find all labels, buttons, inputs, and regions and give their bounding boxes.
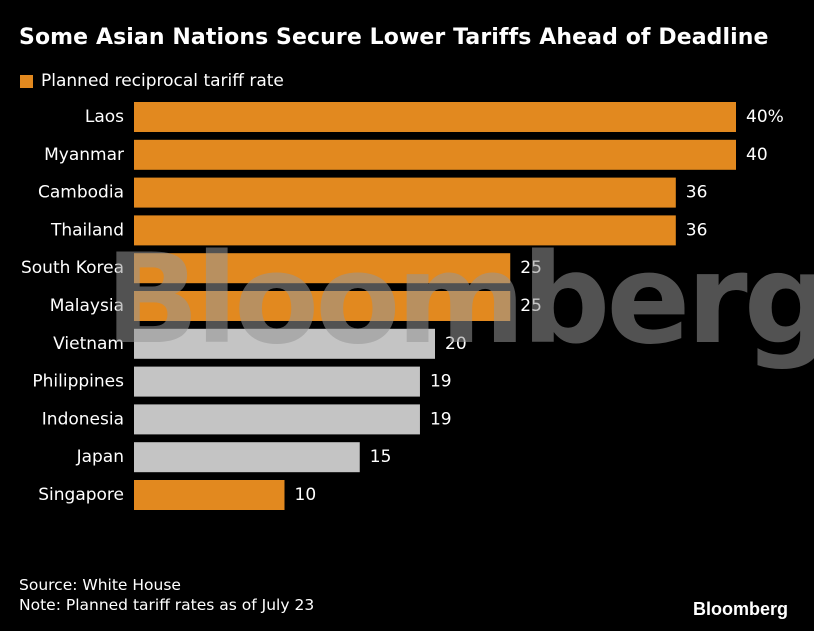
chart-footer: Source: White House Note: Planned tariff… xyxy=(19,575,314,615)
legend-swatch xyxy=(20,74,33,88)
bar-japan xyxy=(134,442,360,473)
category-label: South Korea xyxy=(21,258,124,278)
value-label: 36 xyxy=(686,220,708,240)
bar-philippines xyxy=(134,366,420,397)
legend-label: Planned reciprocal tariff rate xyxy=(41,71,284,91)
value-label: 15 xyxy=(370,447,392,467)
value-label: 25 xyxy=(520,296,542,316)
bar-vietnam xyxy=(134,328,435,359)
source-note: Source: White House xyxy=(19,576,181,594)
bar-singapore xyxy=(134,480,285,510)
bar-myanmar xyxy=(134,139,736,170)
bloomberg-logo: Bloomberg xyxy=(692,599,788,619)
category-label: Vietnam xyxy=(53,334,124,354)
value-label: 19 xyxy=(430,372,452,392)
value-label: 19 xyxy=(430,409,452,429)
value-label: 40% xyxy=(746,107,784,127)
bar-cambodia xyxy=(134,177,676,208)
category-label: Japan xyxy=(76,447,124,467)
value-label: 20 xyxy=(445,334,467,354)
value-label: 25 xyxy=(520,258,542,278)
category-label: Philippines xyxy=(32,372,124,392)
category-label: Singapore xyxy=(38,485,124,505)
category-label: Cambodia xyxy=(38,183,124,203)
tariff-note: Note: Planned tariff rates as of July 23 xyxy=(19,596,315,614)
value-label: 10 xyxy=(295,485,317,505)
category-label: Malaysia xyxy=(50,296,124,316)
bar-thailand xyxy=(134,215,676,246)
chart-title: Some Asian Nations Secure Lower Tariffs … xyxy=(19,25,769,50)
category-label: Laos xyxy=(85,107,124,127)
bar-indonesia xyxy=(134,404,420,435)
value-label: 40 xyxy=(746,145,768,165)
bar-south-korea xyxy=(134,253,511,284)
legend: Planned reciprocal tariff rate xyxy=(20,70,284,92)
category-label: Thailand xyxy=(50,220,124,240)
category-label: Indonesia xyxy=(42,409,124,429)
value-label: 36 xyxy=(686,183,708,203)
bar-laos xyxy=(134,102,736,132)
bar-malaysia xyxy=(134,291,511,321)
category-label: Myanmar xyxy=(44,145,124,165)
